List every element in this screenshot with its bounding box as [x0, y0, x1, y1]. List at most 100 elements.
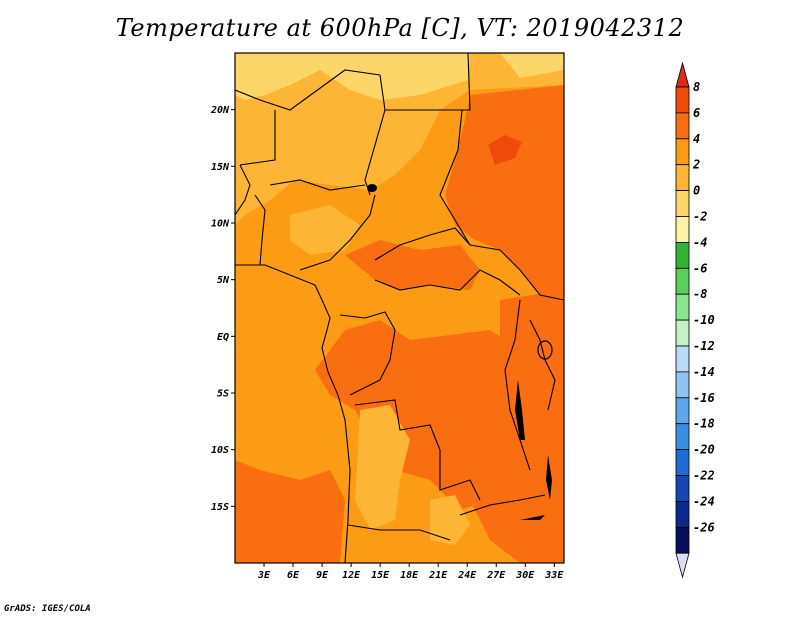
colorbar-swatch: [675, 500, 690, 528]
colorbar-swatch: [675, 371, 690, 399]
border-libya-chad: [379, 53, 471, 111]
lon-tick-label: 30E: [515, 570, 535, 581]
field-south-warm: [235, 460, 345, 563]
border-east-lakes: [529, 319, 556, 411]
lake-malawi: [546, 455, 552, 500]
colorbar-label: 6: [693, 106, 700, 120]
lake-victoria: [537, 340, 553, 360]
colorbar-label: -18: [693, 417, 715, 431]
border-niger-nigeria: [269, 179, 366, 191]
border-drc-east: [504, 299, 531, 471]
colorbar-swatch: [675, 293, 690, 321]
colorbar-label: -12: [693, 339, 715, 353]
border-mali-niger: [239, 110, 276, 166]
lon-tick-label: 33E: [544, 570, 564, 581]
lon-tick-label: 15E: [371, 570, 390, 581]
lat-tick-label: 20N: [210, 105, 230, 116]
lat-tick-label: 5S: [217, 389, 229, 400]
colorbar-swatch: [675, 449, 690, 476]
lon-tick-label: 21E: [428, 570, 448, 581]
map-frame: [234, 52, 565, 564]
field-central-warm: [345, 240, 480, 290]
colorbar-label: -20: [693, 443, 715, 457]
colorbar-swatch: [675, 216, 690, 243]
colorbar-label: -4: [693, 235, 707, 249]
temperature-field: [235, 53, 564, 563]
field-north-cool: [235, 53, 564, 225]
lake-tanganyika: [515, 380, 525, 440]
colorbar-bottom-arrow: [675, 552, 690, 579]
colorbar-swatch: [675, 267, 690, 295]
colorbar-label: 8: [693, 80, 700, 94]
colorbar-label: 4: [693, 132, 700, 146]
colorbar-label: -22: [693, 469, 715, 483]
lake-kariba: [520, 515, 545, 520]
lon-tick-label: 9E: [316, 570, 329, 581]
colorbar-label: -6: [693, 261, 707, 275]
field-east-warm: [470, 290, 564, 563]
field-sudan-warm: [445, 85, 564, 300]
border-chad-sudan: [439, 109, 471, 246]
field-angola-cool: [355, 405, 410, 530]
colorbar-swatch: [675, 86, 690, 114]
lat-tick-label: 10S: [211, 445, 229, 456]
lake-chad: [367, 184, 377, 192]
colorbar-swatch: [675, 190, 690, 217]
field-north-coolest-2: [500, 53, 564, 78]
lat-tick-label: 15N: [211, 162, 230, 173]
border-car-north: [374, 227, 471, 261]
colorbar-swatch: [675, 164, 690, 191]
border-angola-namibia: [347, 524, 451, 541]
colorbar-label: -2: [693, 210, 707, 224]
lon-tick-label: 12E: [342, 570, 361, 581]
field-north-coolest: [235, 53, 470, 100]
border-zambia-south: [459, 494, 546, 516]
colorbar-swatch: [675, 138, 690, 166]
lon-tick-label: 3E: [257, 570, 271, 581]
colorbar-swatch: [675, 397, 690, 425]
border-drc-angola: [354, 399, 481, 501]
colorbar-swatch: [675, 319, 690, 347]
field-congo-warm: [315, 320, 545, 510]
map-title: Temperature at 600hPa [C], VT: 201904231…: [115, 14, 685, 42]
lon-tick-label: 6E: [287, 570, 300, 581]
lat-tick-label: 15S: [211, 502, 229, 513]
lon-tick-label: 24E: [457, 570, 477, 581]
lat-tick-label: EQ: [217, 332, 229, 343]
colorbar-label: -26: [693, 520, 715, 534]
colorbar-swatch: [675, 423, 690, 451]
country-boundaries: [235, 53, 564, 563]
lat-tick-label: 5N: [217, 275, 230, 286]
lakes: [367, 184, 553, 520]
lon-tick-label: 27E: [486, 570, 506, 581]
longitude-axis: 3E 6E 9E 12E 15E 18E 21E 24E 27E 30E 33E: [257, 563, 564, 581]
coastline-west: [235, 264, 351, 563]
border-car-south: [374, 269, 521, 296]
colorbar-label: 2: [692, 158, 700, 172]
colorbar-swatch: [675, 345, 690, 373]
colorbar-label: 0: [693, 184, 700, 198]
colorbar-swatch: [675, 475, 690, 502]
border-congo-drc: [339, 311, 396, 396]
field-zambia-cool: [430, 495, 470, 545]
colorbar-label: -24: [693, 494, 715, 508]
colorbar-label: -14: [693, 365, 715, 379]
colorbar-label: -8: [693, 287, 707, 301]
colorbar-top-arrow: [675, 61, 690, 88]
border-nigeria-cameroon: [299, 194, 376, 271]
border-sudan-south: [469, 244, 564, 301]
lon-tick-label: 18E: [400, 570, 419, 581]
border-algeria-niger: [235, 69, 381, 111]
colorbar-label: -10: [693, 313, 715, 327]
grads-credit: GrADS: IGES/COLA: [4, 604, 91, 614]
colorbar-label: -16: [693, 391, 715, 405]
colorbar-swatch: [675, 241, 690, 269]
field-sudan-hot: [488, 135, 522, 165]
latitude-axis: 20N 15N 10N 5N EQ 5S 10S 15S: [210, 105, 235, 513]
border-west-inner: [254, 194, 266, 266]
lat-tick-label: 10N: [211, 219, 230, 230]
colorbar: 8 6 4 2 0 -2 -4 -6 -8 -10 -12 -14 -16 -18 -20 -22 -24 -26: [675, 61, 715, 579]
border-west-coast-north: [235, 164, 251, 216]
colorbar-swatch: [675, 526, 690, 554]
